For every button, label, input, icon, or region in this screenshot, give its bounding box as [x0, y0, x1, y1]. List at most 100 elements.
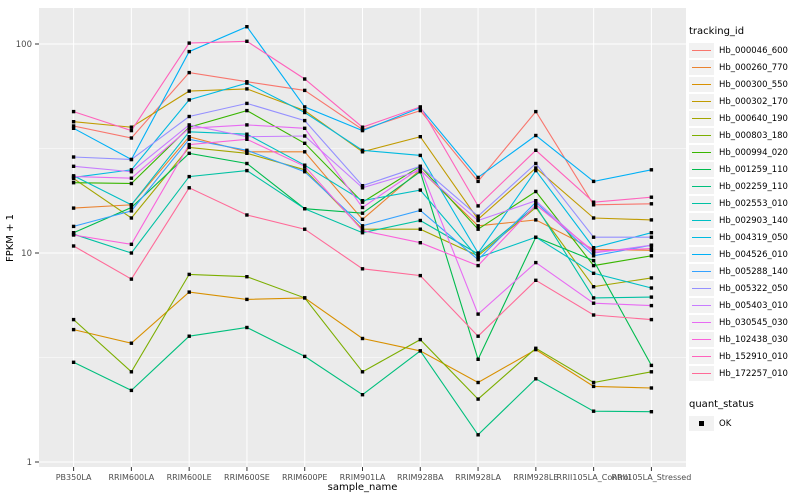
legend-key-line-icon — [692, 339, 711, 340]
data-point — [303, 207, 307, 211]
data-point — [649, 202, 654, 206]
data-point — [476, 227, 480, 231]
x-tick-label: RRII105LA_Stressed — [611, 473, 691, 482]
data-point — [534, 148, 538, 152]
legend-key — [689, 315, 714, 330]
x-tick-label: RRIM600LE — [167, 473, 212, 482]
data-point — [187, 145, 191, 150]
legend-key-line-icon — [692, 220, 711, 221]
legend-key-line-icon — [692, 135, 711, 136]
data-point — [303, 108, 307, 113]
data-point — [591, 258, 596, 263]
data-point — [649, 317, 654, 322]
data-point — [129, 388, 134, 393]
data-point — [71, 360, 76, 364]
data-point — [534, 260, 538, 265]
legend-entry: Hb_172257_010 — [689, 366, 800, 381]
data-point — [591, 246, 596, 250]
x-tick-label: RRIM600LA — [108, 473, 154, 482]
legend-gap — [689, 383, 800, 399]
data-point — [245, 148, 249, 152]
data-point — [591, 200, 596, 204]
data-point — [71, 244, 76, 248]
legend-key — [689, 213, 714, 228]
data-point — [534, 377, 538, 381]
data-point — [418, 166, 422, 170]
legend-entry: Hb_000300_550 — [689, 77, 800, 92]
data-point — [303, 168, 307, 172]
data-point — [187, 272, 191, 277]
data-point — [591, 409, 596, 413]
data-point — [303, 354, 307, 359]
data-point — [591, 203, 596, 207]
y-tick-label: 10 — [21, 249, 32, 259]
data-point — [303, 164, 307, 168]
data-point — [649, 254, 654, 258]
data-point — [71, 224, 76, 229]
data-point — [187, 130, 191, 134]
data-point — [534, 168, 538, 173]
data-point — [534, 166, 538, 170]
data-point — [245, 137, 249, 141]
data-point — [476, 218, 480, 223]
data-point — [129, 168, 134, 172]
data-point — [71, 126, 76, 130]
data-point — [71, 181, 76, 185]
data-point — [476, 312, 480, 316]
data-point — [303, 134, 307, 138]
data-point — [71, 155, 76, 159]
data-point — [303, 296, 307, 300]
data-point — [360, 224, 365, 228]
data-point — [71, 317, 76, 322]
legend-key-line-icon — [692, 373, 711, 374]
data-point — [245, 151, 249, 155]
data-point — [591, 380, 596, 385]
data-point — [129, 370, 134, 374]
legend-entry: Hb_000803_180 — [689, 128, 800, 143]
data-point — [187, 89, 191, 93]
legend-key-line-icon — [692, 186, 711, 187]
data-point — [129, 157, 134, 162]
data-point — [591, 263, 596, 268]
legend-key — [689, 94, 714, 109]
legend-entry: Hb_001259_110 — [689, 162, 800, 177]
x-tick-label: PB350LA — [56, 473, 92, 482]
legend-label: Hb_000300_550 — [719, 79, 788, 90]
legend-key — [689, 77, 714, 92]
data-point — [649, 295, 654, 299]
data-point — [71, 206, 76, 210]
legend-key-line-icon — [692, 356, 711, 357]
y-tick-label: 100 — [16, 40, 32, 50]
data-point — [71, 109, 76, 114]
legend-label: Hb_000302_170 — [719, 96, 788, 107]
legend-label: Hb_005288_140 — [719, 266, 788, 277]
legend-key-line-icon — [692, 288, 711, 289]
legend-entry: Hb_000046_600 — [689, 43, 800, 58]
data-point — [534, 278, 538, 282]
legend-entry: Hb_030545_030 — [689, 315, 800, 330]
data-point — [360, 336, 365, 341]
data-point — [418, 273, 422, 278]
x-tick-label: RRIM928LA — [455, 473, 501, 482]
data-point — [591, 235, 596, 239]
x-tick-label: RRIM928BA — [397, 473, 444, 482]
legend-label: Hb_000803_180 — [719, 130, 788, 141]
data-point — [129, 203, 134, 207]
data-point — [591, 251, 596, 255]
legend-key — [689, 145, 714, 160]
legend-label: Hb_000260_770 — [719, 62, 788, 73]
data-point — [129, 242, 134, 246]
quant-entries: OK — [689, 416, 800, 431]
legend-entry: Hb_000640_190 — [689, 111, 800, 126]
data-point — [476, 251, 480, 255]
legend-key-line-icon — [692, 237, 711, 238]
legend-entry: Hb_002553_010 — [689, 196, 800, 211]
axes: 1 10 100 PB350LA RRIM600LA RRIM600LE RRIM600SE… — [16, 40, 692, 482]
data-point — [303, 105, 307, 109]
data-point — [591, 384, 596, 389]
data-point — [71, 164, 76, 168]
legend-label: Hb_152910_010 — [719, 351, 788, 362]
legend-key-line-icon — [692, 84, 711, 85]
data-point — [303, 150, 307, 154]
